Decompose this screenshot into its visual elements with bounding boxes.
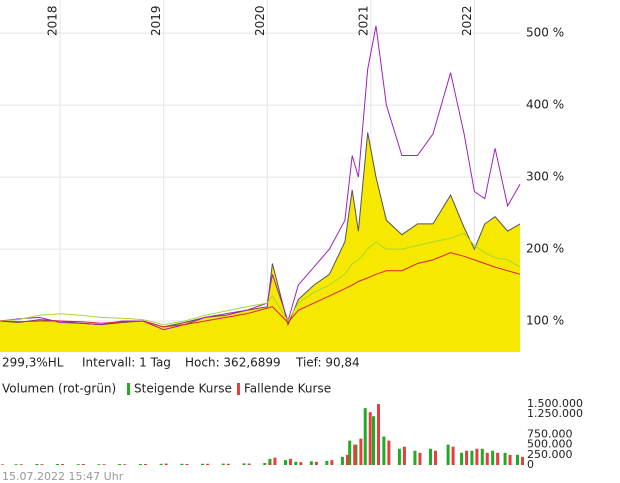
bar — [226, 463, 230, 465]
bar — [40, 464, 44, 465]
bar — [516, 454, 519, 465]
info-text: Tief: 90,84 — [295, 356, 360, 370]
bar — [61, 463, 65, 465]
x-tick-label: 2022 — [460, 5, 474, 36]
bar — [206, 463, 210, 465]
bar — [97, 464, 101, 465]
legend-label: Steigende Kurse — [134, 382, 232, 396]
info-text: 299,3%HL — [2, 356, 64, 370]
bar — [118, 463, 122, 465]
bar — [56, 463, 60, 465]
bar — [268, 458, 272, 465]
bar — [377, 404, 381, 465]
bar — [273, 457, 277, 465]
y-tick-label: 300 % — [526, 170, 564, 184]
bar — [359, 438, 363, 465]
footer: 15.07.2022 15:47 Uhr — [2, 470, 124, 483]
bar — [460, 452, 464, 465]
y-tick-label: 1.500.000 — [527, 397, 583, 410]
y-tick-label: 200 % — [526, 242, 564, 256]
bar — [428, 448, 432, 465]
x-tick-label: 2018 — [46, 5, 60, 36]
bar — [221, 463, 225, 465]
bar — [138, 463, 142, 465]
y-tick-label: 500 % — [526, 26, 564, 40]
bar — [164, 463, 168, 465]
bar — [35, 463, 39, 465]
x-tick-label: 2019 — [149, 5, 163, 36]
bar — [325, 460, 329, 465]
y-tick-label: 500.000 — [527, 438, 573, 451]
x-tick-label: 2020 — [253, 5, 267, 36]
bar — [1, 464, 4, 465]
bar — [283, 460, 287, 465]
bar — [368, 412, 372, 465]
bar — [348, 440, 352, 465]
bar — [446, 444, 450, 465]
bar — [288, 458, 292, 465]
legend-swatch — [127, 383, 130, 395]
bar — [76, 464, 80, 465]
bar — [268, 462, 272, 465]
bar — [201, 463, 205, 465]
bar — [102, 464, 106, 465]
bar — [263, 462, 267, 465]
legend-swatch — [237, 383, 240, 395]
y-tick-label: 400 % — [526, 98, 564, 112]
bar — [470, 450, 474, 465]
bar — [242, 463, 246, 465]
bar — [433, 450, 437, 465]
y-tick-label: 250.000 — [527, 448, 573, 461]
bar — [185, 463, 189, 465]
bar — [372, 416, 376, 465]
bar — [503, 452, 507, 465]
bar — [475, 448, 479, 465]
line — [0, 232, 521, 326]
bar — [465, 450, 469, 465]
bar — [81, 463, 85, 465]
bar — [363, 408, 367, 465]
bar — [402, 446, 406, 465]
y-tick-label: 1.250.000 — [527, 407, 583, 420]
bar — [397, 448, 401, 465]
bar — [413, 450, 417, 465]
y-tick-label: 750.000 — [527, 428, 573, 441]
bar — [485, 452, 489, 465]
bar — [14, 464, 18, 465]
bar — [299, 462, 303, 465]
bar — [418, 452, 422, 465]
bar — [496, 452, 500, 465]
y-tick-label: 0 — [527, 458, 534, 471]
x-tick-label: 2021 — [356, 5, 370, 36]
line — [0, 252, 521, 328]
bar — [480, 448, 484, 465]
bar — [508, 454, 512, 465]
volume-title: Volumen (rot-grün) — [2, 382, 116, 396]
bar — [387, 440, 391, 465]
bar — [123, 464, 127, 465]
bar — [294, 461, 298, 465]
bar — [345, 454, 349, 465]
bar — [143, 463, 147, 465]
bar — [451, 446, 455, 465]
bar — [19, 464, 23, 465]
legend-label: Fallende Kurse — [244, 382, 331, 396]
bar — [382, 436, 386, 465]
bar — [159, 463, 163, 465]
area — [0, 132, 520, 352]
bar — [180, 463, 184, 465]
bar — [340, 456, 344, 465]
info-text: Hoch: 362,6899 — [185, 356, 281, 370]
bar — [353, 444, 357, 465]
bar — [314, 461, 318, 465]
bar — [309, 461, 313, 465]
y-tick-label: 100 % — [526, 314, 564, 328]
bar — [521, 456, 524, 465]
bar — [330, 460, 334, 465]
bar — [491, 450, 495, 465]
bar — [247, 463, 251, 465]
line — [0, 132, 521, 328]
info-text: Intervall: 1 Tag — [82, 356, 171, 370]
